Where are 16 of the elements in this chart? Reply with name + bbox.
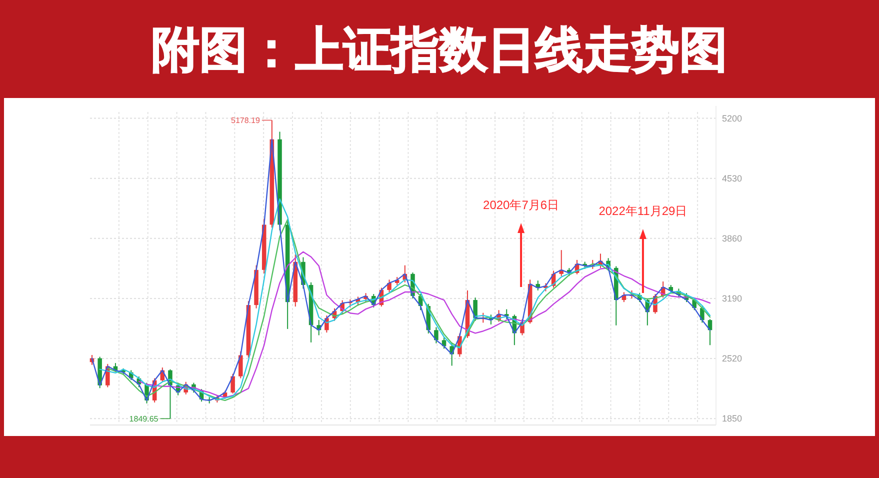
annotation: 2020年7月6日 bbox=[483, 198, 560, 212]
line-series bbox=[91, 138, 711, 402]
annotation: 2022年11月29日 bbox=[598, 204, 688, 218]
annotation: 1849.65 bbox=[129, 414, 159, 424]
y-tick-label: 2520 bbox=[722, 354, 742, 364]
chart-title: 附图：上证指数日线走势图 bbox=[152, 24, 728, 77]
candlestick bbox=[238, 350, 243, 379]
annotation: 5178.19 bbox=[231, 116, 260, 126]
candlestick bbox=[230, 373, 235, 394]
y-tick-label: 3860 bbox=[722, 233, 742, 244]
candlestick bbox=[387, 279, 392, 293]
y-tick-label: 3190 bbox=[722, 293, 742, 304]
candlestick bbox=[434, 326, 438, 344]
y-tick-label: 5200 bbox=[722, 113, 742, 124]
y-tick-label: 4530 bbox=[722, 173, 742, 184]
y-tick-label: 1850 bbox=[722, 414, 742, 424]
